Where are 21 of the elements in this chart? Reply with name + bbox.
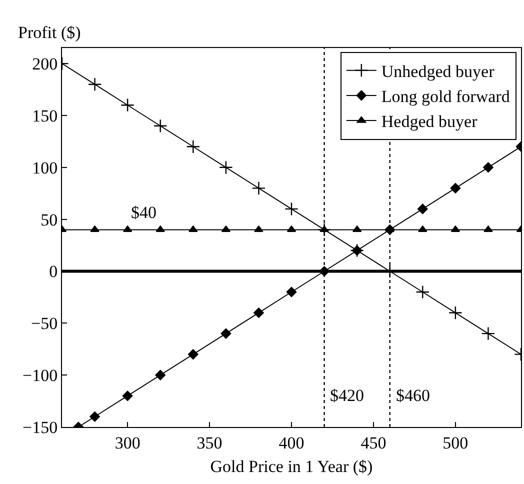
x-axis-title: Gold Price in 1 Year ($) bbox=[210, 456, 373, 476]
ref-line-label: $460 bbox=[396, 386, 430, 405]
y-tick-label: 50 bbox=[40, 210, 58, 230]
legend-label: Long gold forward bbox=[381, 87, 510, 106]
x-tick-label: 300 bbox=[114, 433, 140, 452]
y-tick-label: 100 bbox=[32, 158, 58, 178]
y-tick-label: −150 bbox=[22, 418, 58, 437]
y-tick-label: 200 bbox=[32, 54, 58, 74]
legend-label: Unhedged buyer bbox=[381, 62, 495, 81]
y-tick-label: −100 bbox=[22, 366, 58, 386]
legend-label: Hedged buyer bbox=[381, 112, 478, 132]
y-axis-title: Profit ($) bbox=[18, 23, 81, 42]
x-tick-label: 400 bbox=[278, 433, 304, 452]
y-tick-label: 150 bbox=[32, 106, 58, 126]
x-tick-label: 450 bbox=[360, 433, 386, 452]
y-tick-label: −50 bbox=[31, 314, 58, 334]
y-tick-label: 0 bbox=[49, 262, 58, 282]
ref-line-label: $420 bbox=[330, 386, 364, 405]
x-tick-label: 500 bbox=[442, 433, 468, 452]
annotation: $40 bbox=[131, 203, 156, 222]
x-tick-label: 350 bbox=[196, 433, 222, 452]
